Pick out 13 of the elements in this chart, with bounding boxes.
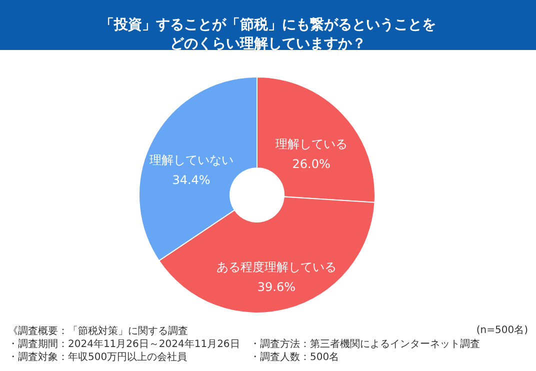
text: ・調査期間：2024年11月26日～2024年11月26日 xyxy=(8,338,240,350)
data-label: 39.6% xyxy=(257,280,296,294)
text: 《調査概要：「節税対策」に関する調査 xyxy=(8,325,188,337)
data-label: 34.4% xyxy=(172,172,210,187)
chart-title: 「投資」することが「節税」にも繋がるということをどのくらい理解していますか？ xyxy=(100,16,436,52)
text: ・調査対象：年収500万円以上の会社員 xyxy=(8,351,188,363)
data-label: 26.0% xyxy=(292,157,330,171)
text: ・調査人数：500名 xyxy=(250,351,340,363)
text: (n=500名) xyxy=(476,324,528,336)
text: ・調査方法：第三者機関によるインターネット調査 xyxy=(250,338,480,350)
slice-label: 理解していない xyxy=(149,152,234,167)
slice-label: ある程度理解している xyxy=(216,260,336,274)
slice-label: 理解している xyxy=(275,137,348,151)
